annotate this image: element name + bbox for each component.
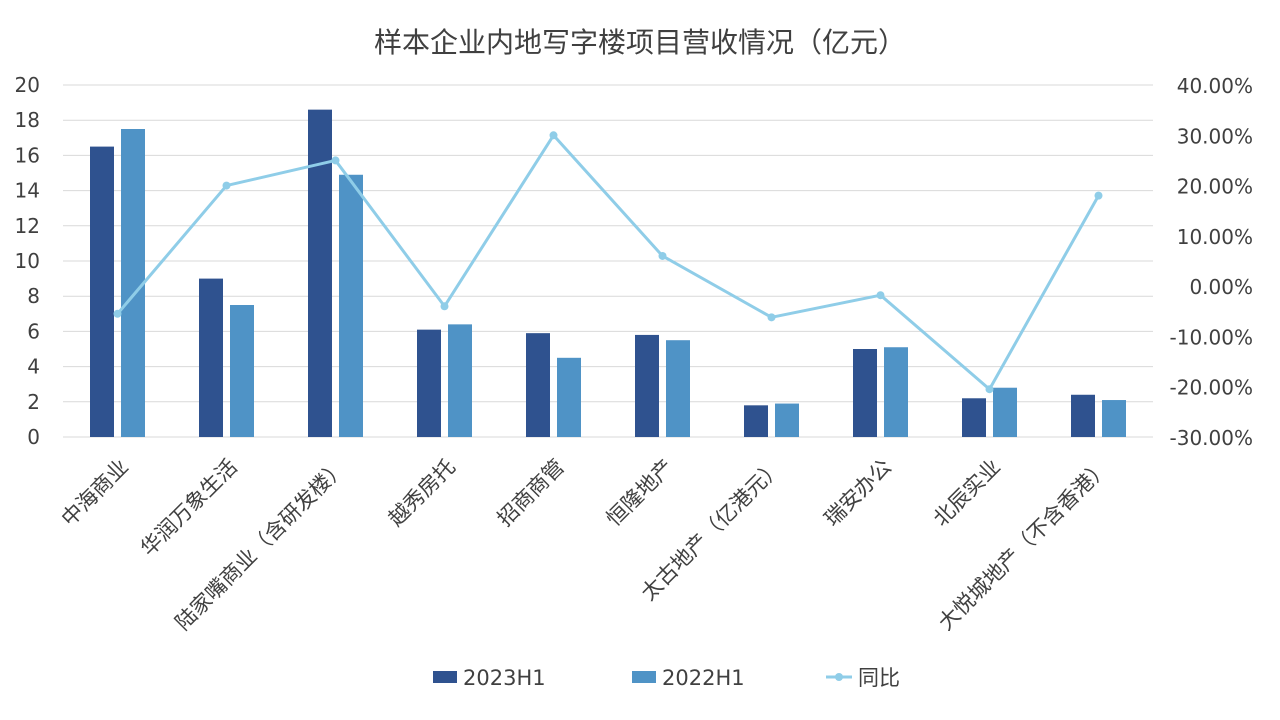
- left-tick-label: 8: [27, 284, 40, 308]
- bar-2023h1-4: [526, 333, 550, 437]
- category-label: 瑞安办公: [820, 455, 896, 531]
- left-tick-label: 0: [27, 425, 40, 449]
- bar-2022h1-1: [230, 305, 254, 437]
- bar-2022h1-9: [1102, 400, 1126, 437]
- right-tick-label: 10.00%: [1177, 225, 1253, 249]
- yoy-point-8: [985, 385, 994, 394]
- legend-swatch: [632, 671, 656, 683]
- yoy-point-5: [658, 251, 667, 260]
- bar-2022h1-6: [775, 403, 799, 437]
- bar-2022h1-5: [666, 340, 690, 437]
- yoy-point-2: [331, 156, 340, 165]
- left-tick-label: 4: [27, 355, 40, 379]
- bar-2022h1-3: [448, 324, 472, 437]
- yoy-point-0: [113, 309, 122, 318]
- legend-swatch: [433, 671, 457, 683]
- bar-2023h1-0: [90, 146, 114, 437]
- yoy-point-7: [876, 291, 885, 300]
- right-y-axis: -30.00% -20.00% -10.00% 0.00% 10.00% 20.00% 30…: [1170, 74, 1253, 450]
- bar-2022h1-4: [557, 357, 581, 437]
- right-tick-label: -30.00%: [1170, 426, 1253, 450]
- yoy-point-6: [767, 313, 776, 322]
- bar-2023h1-3: [417, 329, 441, 437]
- yoy-point-1: [222, 181, 231, 190]
- bars: [90, 109, 1126, 437]
- bar-2023h1-1: [199, 278, 223, 437]
- right-tick-label: -10.00%: [1170, 325, 1253, 349]
- left-tick-label: 12: [15, 214, 40, 238]
- right-tick-label: -20.00%: [1170, 376, 1253, 400]
- left-tick-label: 14: [15, 179, 40, 203]
- right-tick-label: 30.00%: [1177, 124, 1253, 148]
- bar-2022h1-2: [339, 174, 363, 437]
- chart-title: 样本企业内地写字楼项目营收情况（亿元）: [374, 26, 906, 59]
- right-tick-label: 0.00%: [1189, 275, 1253, 299]
- right-tick-label: 20.00%: [1177, 175, 1253, 199]
- yoy-line: [113, 131, 1103, 394]
- gridlines: [63, 84, 1153, 438]
- bar-2022h1-8: [993, 387, 1017, 437]
- right-tick-label: 40.00%: [1177, 74, 1253, 98]
- yoy-point-4: [549, 131, 558, 140]
- bar-2023h1-8: [962, 398, 986, 437]
- left-y-axis: 0 2 4 6 8 10 12 14 16 18 20: [15, 73, 40, 449]
- legend-label: 2023H1: [463, 666, 546, 690]
- yoy-point-9: [1094, 191, 1103, 200]
- bar-2023h1-6: [744, 405, 768, 437]
- left-tick-label: 2: [27, 390, 40, 414]
- bar-2022h1-0: [121, 129, 145, 437]
- bar-2023h1-5: [635, 334, 659, 437]
- yoy-point-3: [440, 302, 449, 311]
- bar-2022h1-7: [884, 347, 908, 437]
- category-label: 越秀房托: [384, 455, 460, 531]
- left-tick-label: 18: [15, 108, 40, 132]
- left-tick-label: 16: [15, 143, 40, 167]
- category-label: 招商商管: [493, 455, 569, 531]
- legend-label: 同比: [858, 666, 900, 690]
- bar-2023h1-7: [853, 349, 877, 437]
- category-label: 北辰实业: [929, 455, 1005, 531]
- left-tick-label: 6: [27, 319, 40, 343]
- category-label: 华润万象生活: [136, 455, 242, 561]
- bar-2023h1-9: [1071, 394, 1095, 437]
- category-label: 中海商业: [57, 455, 133, 531]
- category-label: 恒隆地产: [602, 455, 678, 531]
- yoy-line-path: [116, 133, 1100, 391]
- legend-marker: [835, 673, 843, 681]
- legend-label: 2022H1: [662, 666, 745, 690]
- left-tick-label: 20: [15, 73, 40, 97]
- left-tick-label: 10: [15, 249, 40, 273]
- bar-2023h1-2: [308, 109, 332, 437]
- legend: 2023H1 2022H1 同比: [433, 666, 900, 690]
